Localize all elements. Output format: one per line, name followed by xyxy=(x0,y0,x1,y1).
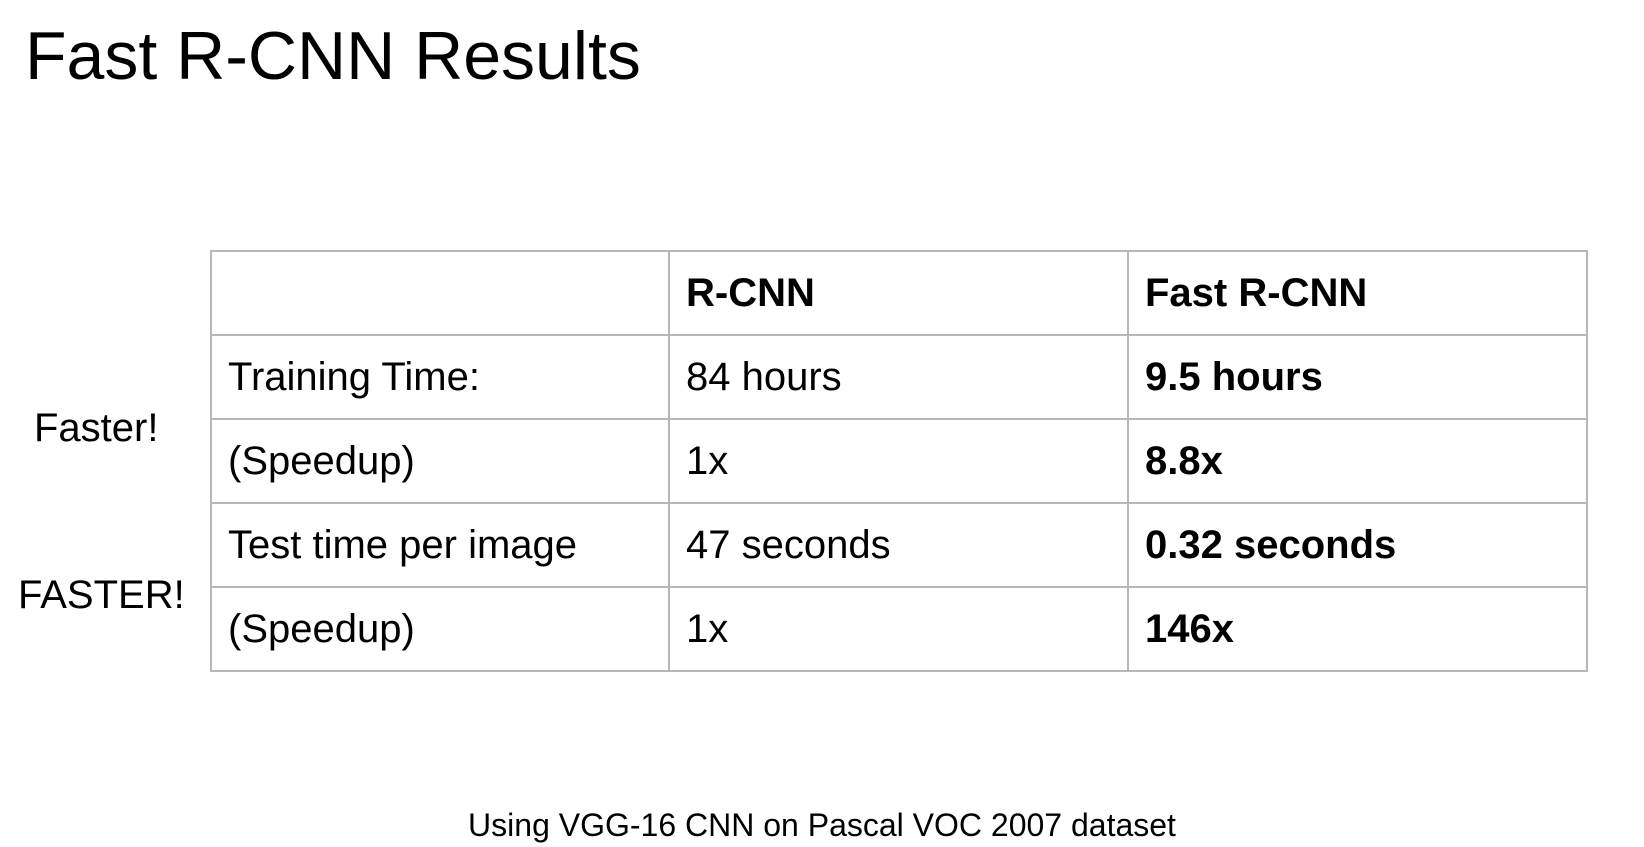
slide-title: Fast R-CNN Results xyxy=(25,18,641,94)
rcnn-value: 1x xyxy=(668,418,1129,504)
table-row: (Speedup) 1x 8.8x xyxy=(210,418,1588,504)
table-row: Test time per image 47 seconds 0.32 seco… xyxy=(210,502,1588,588)
row-label: Test time per image xyxy=(210,502,670,588)
row-label: (Speedup) xyxy=(210,586,670,672)
fast-rcnn-value: 9.5 hours xyxy=(1127,334,1588,420)
header-rcnn: R-CNN xyxy=(668,250,1129,336)
rcnn-value: 1x xyxy=(668,586,1129,672)
rcnn-value: 84 hours xyxy=(668,334,1129,420)
faster-annotation: Faster! xyxy=(34,406,159,450)
results-table: R-CNN Fast R-CNN Training Time: 84 hours… xyxy=(210,250,1588,672)
row-label: Training Time: xyxy=(210,334,670,420)
table-row: (Speedup) 1x 146x xyxy=(210,586,1588,672)
faster-caps-annotation: FASTER! xyxy=(18,573,185,617)
fast-rcnn-value: 0.32 seconds xyxy=(1127,502,1588,588)
fast-rcnn-value: 8.8x xyxy=(1127,418,1588,504)
dataset-footnote: Using VGG-16 CNN on Pascal VOC 2007 data… xyxy=(468,807,1176,843)
rcnn-value: 47 seconds xyxy=(668,502,1129,588)
header-empty-cell xyxy=(210,250,670,336)
table-row: Training Time: 84 hours 9.5 hours xyxy=(210,334,1588,420)
header-fast-rcnn: Fast R-CNN xyxy=(1127,250,1588,336)
fast-rcnn-value: 146x xyxy=(1127,586,1588,672)
row-label: (Speedup) xyxy=(210,418,670,504)
table-header-row: R-CNN Fast R-CNN xyxy=(210,250,1588,336)
